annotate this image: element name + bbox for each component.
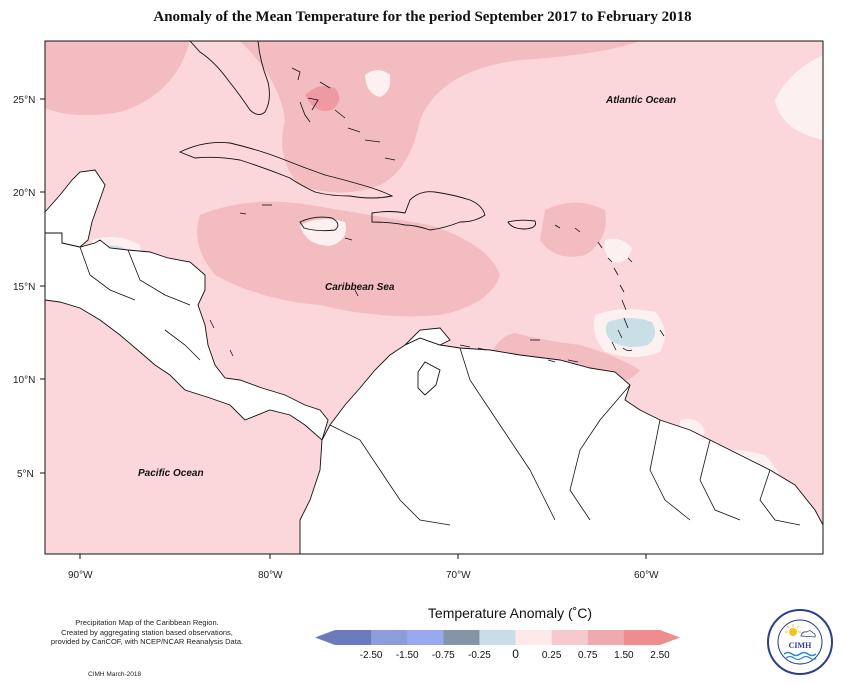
legend-arrow-low [315, 630, 335, 645]
legend-swatch [443, 630, 480, 645]
legend-colorbar [315, 630, 680, 645]
x-tick-label: 70°W [446, 570, 471, 581]
anomaly-patch-florida-neutral [365, 70, 391, 97]
label-caribbean: Caribbean Sea [325, 282, 395, 293]
map-title: Anomaly of the Mean Temperature for the … [153, 9, 692, 25]
anomaly-patch-bahamas-core [305, 86, 340, 111]
y-tick-label: 20°N [13, 188, 35, 199]
legend-swatch [551, 630, 589, 645]
anomaly-patch-bahamas [240, 41, 640, 193]
cloud-icon [800, 630, 816, 638]
anomaly-patch-windward-cool [605, 318, 656, 347]
credit-line: CIMH March-2018 [88, 671, 142, 678]
legend-tick-label: 1.50 [614, 650, 634, 661]
legend-title: Temperature Anomaly (˚C) [427, 605, 593, 621]
legend-swatch [587, 630, 625, 645]
map-frame [44, 40, 824, 555]
y-tick-label: 10°N [13, 375, 35, 386]
anomaly-patch-leeward [540, 202, 606, 257]
footnote-line: Precipitation Map of the Caribbean Regio… [75, 618, 219, 627]
anomaly-patch-gulf [45, 41, 190, 116]
land-central-america [45, 232, 329, 441]
footnote-line: Created by aggregating station based obs… [61, 627, 233, 637]
land-lesser-antilles [459, 224, 665, 363]
y-tick-label: 5°N [17, 469, 34, 480]
cimh-logo: CIMH [766, 608, 834, 676]
x-axis [79, 554, 647, 559]
legend-tick-label: -2.50 [360, 650, 383, 661]
x-tick-label: 60°W [634, 570, 659, 581]
land-florida [189, 41, 270, 115]
label-atlantic: Atlantic Ocean [605, 95, 676, 106]
anomaly-patch-caribbean [197, 201, 500, 317]
legend-tick-label: 0 [512, 647, 519, 661]
country-borders [79, 246, 801, 526]
anomaly-patch-jamaica-neutral [300, 219, 346, 246]
land-yucatan [45, 169, 106, 248]
land-puerto-rico [507, 219, 536, 230]
legend-tick-label: -1.50 [396, 650, 419, 661]
land-paraguana [417, 361, 441, 396]
sun-icon [789, 628, 797, 636]
y-tick-label: 25°N [13, 95, 35, 106]
legend-tick-label: 2.50 [650, 650, 670, 661]
footnote-line: provided by CariCOF, with NCEP/NCAR Rean… [50, 637, 244, 646]
legend-ticks: -2.50 -1.50 -0.75 -0.25 0 0.25 0.75 1.50 2.50 [360, 647, 670, 661]
legend-tick-label: -0.25 [468, 650, 491, 661]
legend-swatch [407, 630, 444, 645]
y-tick-label: 15°N [13, 282, 35, 293]
land-small-islands [209, 204, 359, 357]
x-tick-label: 90°W [68, 570, 93, 581]
legend-tick-label: -0.75 [432, 650, 455, 661]
legend-tick-label: 0.75 [578, 650, 598, 661]
x-tick-label: 80°W [258, 570, 283, 581]
legend-swatch [479, 630, 517, 645]
legend-swatch [623, 630, 661, 645]
land-cuba [178, 141, 394, 199]
anomaly-patch-ne-neutral [775, 55, 823, 140]
land-jamaica [299, 216, 339, 232]
y-axis [40, 98, 45, 474]
label-pacific: Pacific Ocean [138, 468, 204, 479]
legend-swatch [515, 630, 553, 645]
land-hispaniola [371, 191, 486, 231]
land-guajira [404, 327, 451, 346]
land-bahamas [291, 67, 396, 161]
footnote: Precipitation Map of the Caribbean Regio… [22, 618, 272, 647]
legend-swatch [371, 630, 408, 645]
logo-name: CIMH [789, 641, 812, 650]
land-south-america [299, 337, 823, 554]
anomaly-patch-antilles-neutral [604, 238, 632, 263]
waves-icon [783, 651, 817, 657]
legend-swatch [335, 630, 372, 645]
legend-arrow-high [660, 630, 680, 645]
legend-tick-label: 0.25 [542, 650, 562, 661]
